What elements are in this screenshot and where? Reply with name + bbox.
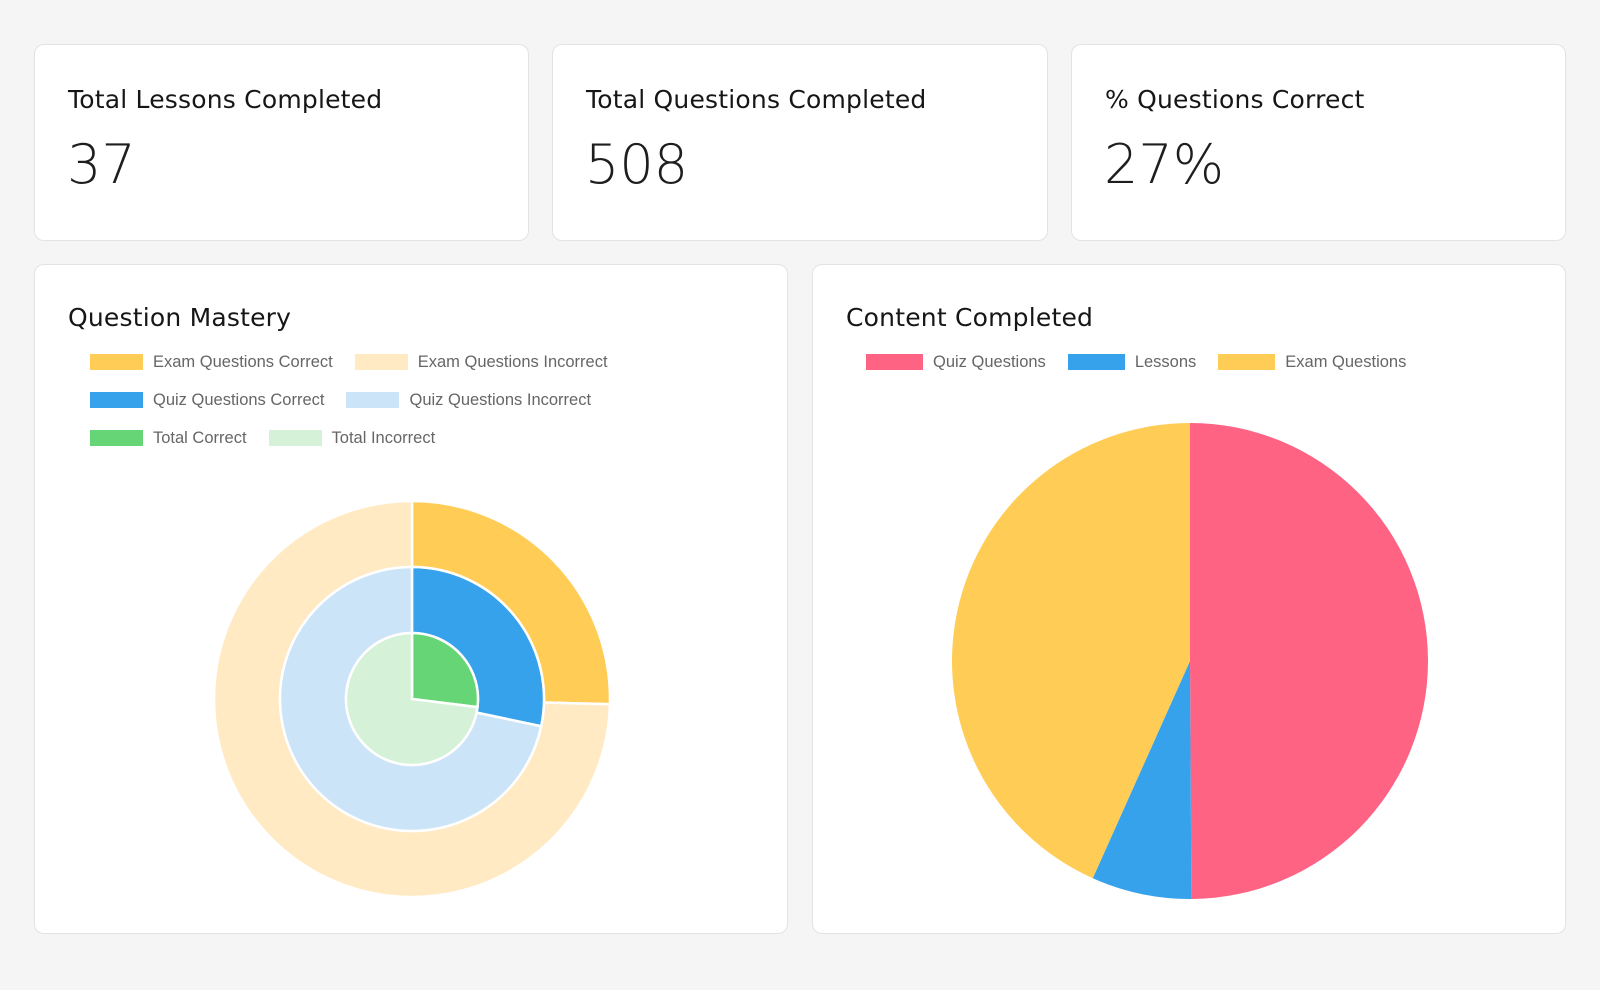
stat-value: 508: [585, 133, 689, 196]
legend-item[interactable]: Quiz Questions Incorrect: [346, 391, 591, 410]
pie-slice-lessons[interactable]: [1092, 661, 1192, 899]
legend-item[interactable]: Exam Questions Incorrect: [354, 352, 608, 372]
legend-label: Exam Questions Incorrect: [417, 352, 608, 371]
legend-item[interactable]: Quiz Questions: [866, 353, 1046, 372]
legend-label: Exam Questions Correct: [153, 352, 333, 371]
panel-title: Content Completed: [846, 303, 1094, 332]
panel-title: Question Mastery: [68, 303, 292, 332]
stat-value: 37: [67, 133, 136, 196]
stat-card-questions: Total Questions Completed 508: [552, 44, 1048, 241]
legend-label: Quiz Questions Incorrect: [409, 390, 592, 409]
stat-value: 27%: [1104, 133, 1225, 196]
pie-slice-quiz-questions[interactable]: [1190, 423, 1429, 899]
chart-legend: Quiz Questions Lessons Exam Questions: [866, 343, 1428, 381]
legend-label: Total Correct: [153, 428, 247, 447]
stat-card-lessons: Total Lessons Completed 37: [34, 44, 529, 241]
legend-label: Lessons: [1134, 352, 1197, 371]
legend-swatch: [90, 392, 143, 408]
legend-swatch: [1067, 354, 1125, 370]
legend-swatch: [354, 354, 408, 370]
legend-swatch: [1218, 354, 1276, 370]
legend-swatch: [268, 430, 322, 446]
stat-card-percent-correct: % Questions Correct 27%: [1071, 44, 1566, 241]
stat-title: Total Questions Completed: [586, 85, 927, 114]
pie-slice-total-correct[interactable]: [410, 631, 480, 709]
question-mastery-chart: [212, 499, 612, 899]
question-mastery-panel: Question Mastery Exam Questions Correct …: [34, 264, 788, 934]
stat-title: % Questions Correct: [1105, 85, 1365, 114]
content-completed-panel: Content Completed Quiz Questions Lessons…: [812, 264, 1566, 934]
legend-label: Exam Questions: [1285, 352, 1407, 371]
pie-slice-total-incorrect[interactable]: [344, 631, 479, 767]
legend-swatch: [90, 430, 143, 446]
legend-item[interactable]: Total Incorrect: [268, 428, 436, 448]
legend-item[interactable]: Exam Questions: [1218, 353, 1406, 372]
legend-item[interactable]: Total Correct: [90, 429, 247, 448]
pie-slice-exam-questions[interactable]: [952, 423, 1190, 879]
content-completed-chart: [952, 423, 1429, 899]
chart-legend: Exam Questions Correct Exam Questions In…: [90, 343, 630, 457]
legend-label: Total Incorrect: [331, 428, 436, 447]
stat-title: Total Lessons Completed: [68, 85, 383, 114]
legend-swatch: [346, 392, 400, 408]
legend-swatch: [866, 354, 923, 370]
legend-item[interactable]: Exam Questions Correct: [90, 353, 333, 372]
legend-item[interactable]: Quiz Questions Correct: [90, 391, 324, 410]
legend-label: Quiz Questions Correct: [153, 390, 325, 409]
legend-label: Quiz Questions: [933, 352, 1046, 371]
legend-swatch: [90, 354, 143, 370]
legend-item[interactable]: Lessons: [1067, 352, 1197, 372]
